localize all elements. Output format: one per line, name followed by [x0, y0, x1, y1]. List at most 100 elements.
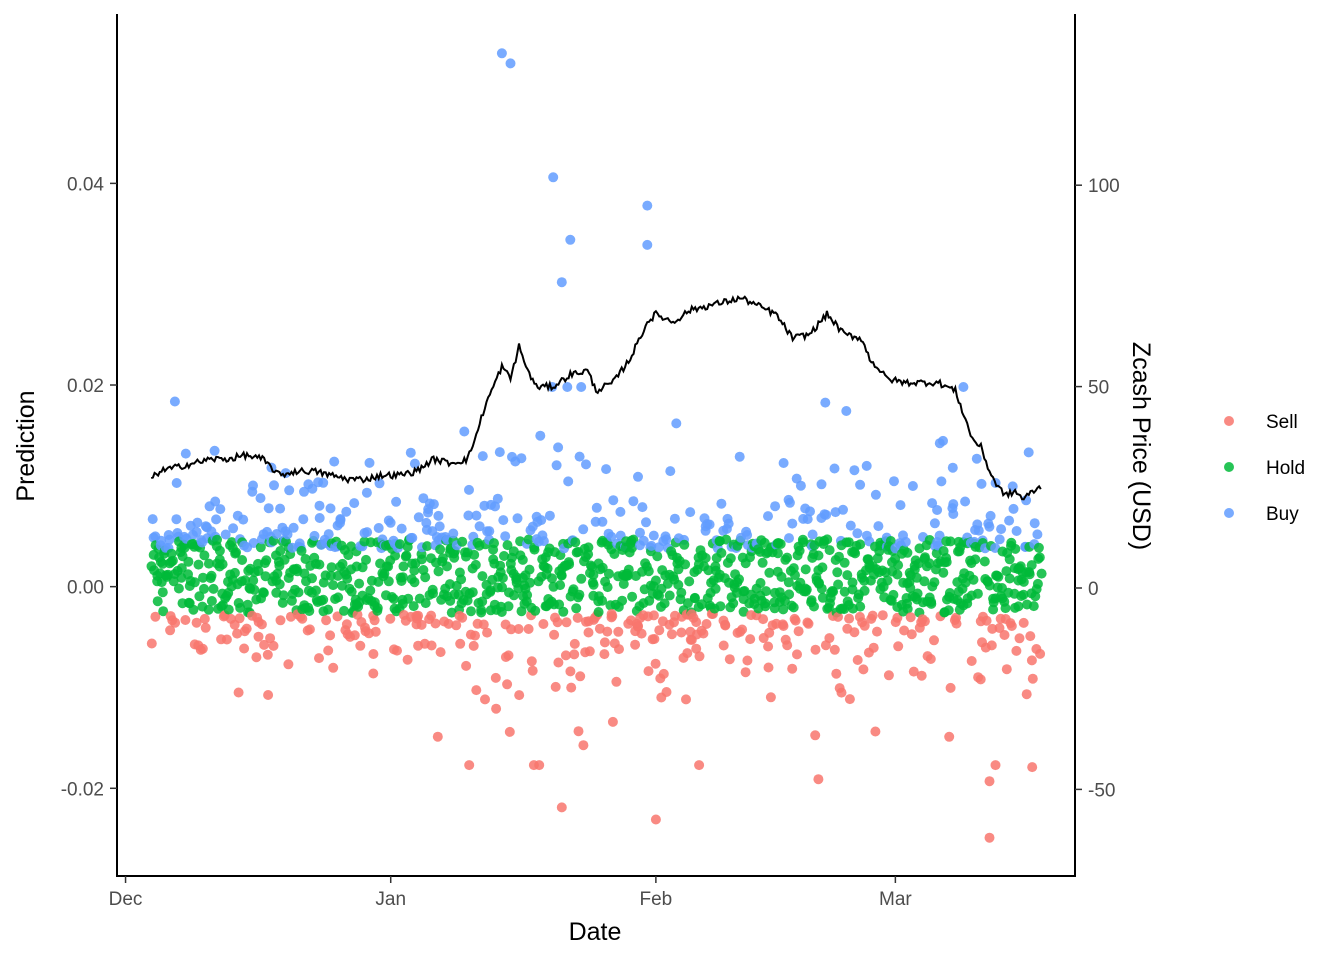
point-sell	[432, 731, 443, 742]
point-hold	[597, 595, 608, 606]
point-buy	[852, 528, 863, 539]
point-sell	[649, 634, 660, 644]
point-sell	[698, 628, 709, 639]
point-sell	[829, 644, 840, 655]
point-buy	[784, 533, 794, 544]
point-hold	[984, 580, 995, 591]
point-hold	[231, 547, 241, 558]
point-buy	[512, 513, 523, 524]
point-buy	[405, 447, 416, 458]
point-sell	[630, 639, 641, 650]
point-hold	[725, 553, 736, 564]
point-hold	[383, 576, 394, 587]
point-buy	[1032, 529, 1043, 540]
point-sell	[691, 643, 702, 654]
point-sell	[221, 634, 232, 645]
point-buy	[1004, 515, 1015, 526]
point-buy	[314, 500, 325, 511]
point-hold	[850, 548, 861, 559]
price-line-layer	[150, 294, 1042, 501]
point-sell	[778, 621, 789, 631]
point-buy	[770, 501, 781, 512]
point-sell	[526, 656, 537, 667]
point-hold	[680, 559, 691, 570]
point-buy	[996, 524, 1007, 535]
point-hold	[253, 566, 264, 576]
point-hold	[328, 580, 339, 591]
point-hold	[570, 537, 581, 548]
point-sell	[793, 626, 804, 637]
point-hold	[394, 539, 405, 550]
point-hold	[824, 545, 835, 556]
point-hold	[609, 549, 620, 559]
point-hold	[1010, 543, 1021, 554]
point-hold	[801, 584, 812, 595]
point-buy	[984, 521, 995, 532]
point-sell	[556, 802, 567, 813]
point-hold	[822, 534, 833, 545]
point-hold	[842, 570, 853, 581]
point-hold	[618, 579, 629, 589]
point-buy	[407, 532, 418, 543]
point-hold	[199, 550, 210, 561]
point-hold	[784, 589, 795, 600]
point-buy	[536, 515, 547, 526]
y2-axis-title: Zcash Price (USD)	[1127, 342, 1155, 550]
point-sell	[763, 641, 774, 652]
point-hold	[659, 598, 670, 609]
point-buy	[484, 526, 495, 537]
point-sell	[513, 624, 524, 634]
point-buy	[784, 497, 795, 508]
y2-tick-label: 100	[1088, 176, 1120, 197]
point-sell	[583, 627, 594, 638]
point-sell	[259, 639, 270, 650]
point-sell	[676, 627, 687, 638]
point-sell	[1011, 645, 1022, 656]
point-hold	[776, 571, 787, 582]
point-buy	[180, 448, 191, 459]
point-sell	[457, 612, 468, 623]
legend-key-sell	[1224, 416, 1234, 426]
point-sell	[1026, 655, 1037, 666]
point-buy	[434, 521, 445, 532]
point-hold	[496, 607, 507, 617]
point-buy	[464, 484, 474, 495]
point-buy	[581, 459, 591, 470]
point-hold	[912, 588, 923, 599]
point-buy	[849, 465, 860, 476]
point-buy	[870, 489, 881, 500]
point-sell	[666, 629, 677, 640]
point-buy	[396, 523, 407, 534]
point-buy	[973, 525, 984, 536]
point-buy	[638, 535, 649, 546]
point-sell	[480, 694, 490, 705]
point-buy	[490, 501, 500, 512]
point-buy	[391, 496, 402, 507]
point-hold	[778, 604, 789, 615]
point-sell	[200, 622, 211, 633]
point-buy	[895, 500, 906, 511]
point-buy	[932, 505, 943, 515]
point-hold	[248, 575, 259, 586]
point-buy	[171, 478, 182, 488]
point-sell	[607, 611, 618, 621]
point-buy	[538, 536, 549, 547]
point-sell	[478, 619, 489, 630]
legend-key-buy	[1224, 508, 1234, 518]
point-hold	[627, 542, 638, 553]
point-buy	[471, 510, 482, 521]
y-axis-title: Prediction	[12, 390, 40, 501]
point-sell	[1014, 633, 1025, 644]
point-buy	[838, 504, 848, 515]
point-hold	[623, 564, 634, 575]
point-buy	[329, 456, 340, 467]
point-sell	[464, 760, 475, 771]
point-hold	[343, 550, 354, 561]
point-buy	[210, 496, 221, 507]
point-hold	[760, 598, 771, 609]
point-hold	[249, 584, 260, 595]
point-sell	[650, 814, 661, 825]
point-buy	[361, 487, 372, 498]
point-hold	[689, 593, 700, 604]
